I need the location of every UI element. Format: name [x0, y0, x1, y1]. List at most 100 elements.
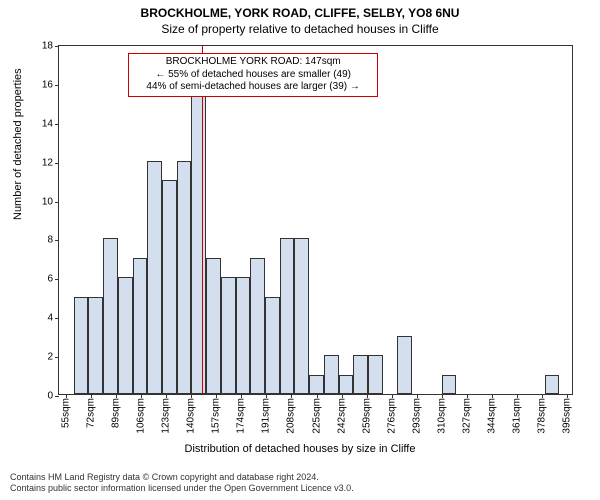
x-tick-mark [91, 394, 92, 398]
y-tick-label: 0 [47, 391, 53, 402]
histogram-bar [280, 238, 295, 394]
x-tick-label: 293sqm [411, 398, 422, 434]
x-tick-label: 276sqm [386, 398, 397, 434]
x-tick-mark [392, 394, 393, 398]
histogram-bar [88, 297, 103, 394]
plot-area: 02468101214161855sqm72sqm89sqm106sqm123s… [58, 45, 573, 395]
histogram-bar [442, 375, 457, 394]
histogram-bar [147, 161, 162, 394]
histogram-bar [103, 238, 118, 394]
x-tick-mark [442, 394, 443, 398]
x-tick-mark [417, 394, 418, 398]
histogram-bar [294, 238, 309, 394]
x-tick-label: 191sqm [261, 398, 272, 434]
y-tick-mark [55, 46, 59, 47]
histogram-bar [118, 277, 133, 394]
x-tick-mark [116, 394, 117, 398]
x-tick-label: 174sqm [236, 398, 247, 434]
y-tick-mark [55, 396, 59, 397]
x-tick-label: 378sqm [536, 398, 547, 434]
annotation-line: ← 55% of detached houses are smaller (49… [135, 69, 371, 82]
histogram-bar [397, 336, 412, 394]
histogram-bar [353, 355, 368, 394]
histogram-bar [309, 375, 324, 394]
chart-container: BROCKHOLME, YORK ROAD, CLIFFE, SELBY, YO… [0, 0, 600, 500]
histogram-bar [339, 375, 354, 394]
y-tick-label: 8 [47, 235, 53, 246]
histogram-bar [265, 297, 280, 394]
x-tick-mark [166, 394, 167, 398]
x-axis-label: Distribution of detached houses by size … [0, 443, 600, 455]
histogram-bar [221, 277, 236, 394]
x-tick-label: 225sqm [311, 398, 322, 434]
attribution-line1: Contains HM Land Registry data © Crown c… [10, 472, 354, 483]
histogram-bar [368, 355, 383, 394]
x-tick-mark [291, 394, 292, 398]
chart-title-main: BROCKHOLME, YORK ROAD, CLIFFE, SELBY, YO… [0, 6, 600, 20]
x-tick-mark [542, 394, 543, 398]
annotation-line: BROCKHOLME YORK ROAD: 147sqm [135, 56, 371, 69]
x-tick-mark [567, 394, 568, 398]
x-tick-mark [191, 394, 192, 398]
x-tick-label: 344sqm [486, 398, 497, 434]
property-marker-line [202, 46, 203, 394]
y-tick-label: 2 [47, 352, 53, 363]
y-tick-mark [55, 357, 59, 358]
histogram-bar [236, 277, 251, 394]
x-tick-mark [216, 394, 217, 398]
x-tick-mark [367, 394, 368, 398]
x-tick-label: 361sqm [511, 398, 522, 434]
x-tick-mark [517, 394, 518, 398]
y-tick-mark [55, 163, 59, 164]
histogram-bar [250, 258, 265, 394]
x-tick-label: 123sqm [161, 398, 172, 434]
attribution-line2: Contains public sector information licen… [10, 483, 354, 494]
y-tick-mark [55, 318, 59, 319]
annotation-line: 44% of semi-detached houses are larger (… [135, 81, 371, 94]
y-tick-mark [55, 85, 59, 86]
annotation-box: BROCKHOLME YORK ROAD: 147sqm← 55% of det… [128, 53, 378, 97]
y-tick-label: 10 [42, 196, 53, 207]
x-tick-label: 72sqm [86, 398, 97, 428]
attribution: Contains HM Land Registry data © Crown c… [10, 472, 354, 494]
x-tick-label: 157sqm [211, 398, 222, 434]
y-tick-mark [55, 279, 59, 280]
y-tick-mark [55, 124, 59, 125]
y-tick-label: 12 [42, 157, 53, 168]
x-tick-label: 310sqm [436, 398, 447, 434]
x-tick-label: 106sqm [136, 398, 147, 434]
x-tick-mark [241, 394, 242, 398]
x-tick-label: 89sqm [111, 398, 122, 428]
histogram-bar [133, 258, 148, 394]
x-tick-label: 242sqm [336, 398, 347, 434]
y-tick-label: 6 [47, 274, 53, 285]
histogram-bar [206, 258, 221, 394]
x-tick-mark [467, 394, 468, 398]
histogram-bar [545, 375, 560, 394]
chart-title-sub: Size of property relative to detached ho… [0, 22, 600, 36]
x-tick-mark [492, 394, 493, 398]
x-tick-label: 140sqm [186, 398, 197, 434]
y-tick-label: 14 [42, 118, 53, 129]
y-tick-mark [55, 202, 59, 203]
x-tick-mark [266, 394, 267, 398]
x-tick-label: 327sqm [461, 398, 472, 434]
histogram-bar [162, 180, 177, 394]
y-tick-label: 4 [47, 313, 53, 324]
histogram-bar [191, 83, 206, 394]
histogram-bar [324, 355, 339, 394]
y-tick-mark [55, 240, 59, 241]
x-tick-label: 259sqm [361, 398, 372, 434]
y-tick-label: 16 [42, 79, 53, 90]
y-axis-label: Number of detached properties [12, 68, 24, 220]
y-tick-label: 18 [42, 41, 53, 52]
x-tick-mark [317, 394, 318, 398]
x-tick-label: 395sqm [561, 398, 572, 434]
x-tick-mark [342, 394, 343, 398]
x-tick-label: 55sqm [61, 398, 72, 428]
x-tick-mark [141, 394, 142, 398]
x-tick-label: 208sqm [286, 398, 297, 434]
x-tick-mark [66, 394, 67, 398]
histogram-bar [177, 161, 192, 394]
histogram-bar [74, 297, 89, 394]
